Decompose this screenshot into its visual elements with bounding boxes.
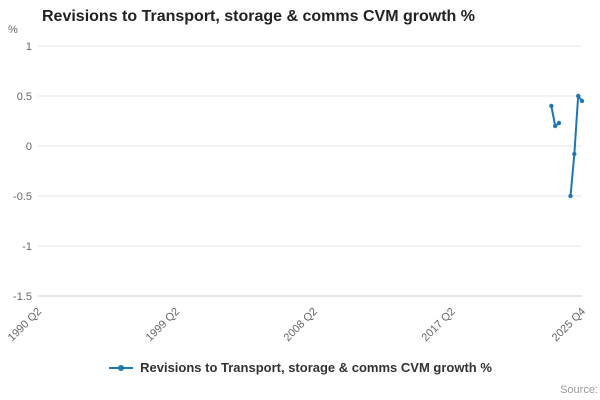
- x-tick-label: 1999 Q2: [144, 306, 182, 344]
- data-point-marker: [579, 98, 585, 104]
- legend-label: Revisions to Transport, storage & comms …: [140, 360, 492, 375]
- y-tick-label: 1: [26, 41, 32, 53]
- legend-marker-icon: [109, 364, 134, 371]
- plot-area: 1 0.5 0 -0.5 -1 -1.5 1990 Q2 1999 Q2 2008 Q2 2017…: [6, 41, 588, 344]
- y-tick-label: 0: [26, 141, 32, 153]
- source-text: Source:: [560, 384, 598, 396]
- y-tick-label: 0.5: [17, 91, 32, 103]
- y-axis-unit-label: %: [8, 24, 18, 36]
- x-tick-label: 2025 Q4: [550, 306, 588, 344]
- data-point-marker: [556, 120, 562, 126]
- x-tick-label: 2017 Q2: [420, 306, 458, 344]
- x-tick-label: 1990 Q2: [6, 306, 44, 344]
- y-tick-label: -1.5: [13, 291, 32, 303]
- data-point-marker: [568, 193, 573, 199]
- data-point-marker: [572, 151, 577, 157]
- chart-title: Revisions to Transport, storage & comms …: [42, 8, 475, 25]
- y-tick-label: -0.5: [13, 191, 32, 203]
- data-point-marker: [549, 103, 554, 109]
- data-point-marker: [552, 123, 558, 129]
- data-point-marker: [575, 93, 581, 99]
- x-tick-label: 2008 Q2: [282, 306, 320, 344]
- y-tick-label: -1: [22, 241, 32, 253]
- series-line: [569, 95, 583, 197]
- legend-item[interactable]: Revisions to Transport, storage & comms …: [0, 360, 600, 375]
